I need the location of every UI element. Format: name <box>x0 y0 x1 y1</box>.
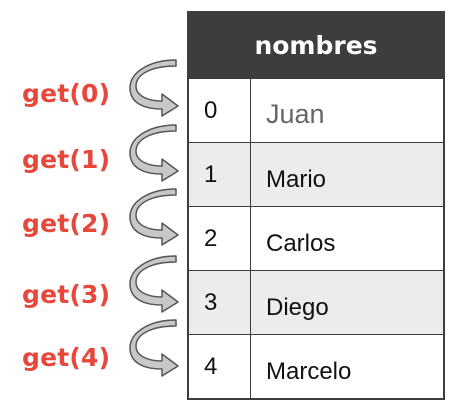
curved-arrow-icon <box>129 59 179 117</box>
get-call-label: get(1) <box>22 145 111 174</box>
row-value: Diego <box>266 294 329 321</box>
row-value: Marcelo <box>266 358 352 385</box>
get-call-label: get(2) <box>22 209 111 238</box>
row-index: 3 <box>189 271 251 334</box>
row-index: 0 <box>189 79 251 142</box>
row-value: Mario <box>266 166 327 193</box>
list-table: nombres 0 Juan 1 Mario 2 Carlos 3 Diego … <box>187 11 445 400</box>
curved-arrow-icon <box>129 188 179 246</box>
row-index: 2 <box>189 207 251 270</box>
curved-arrow-icon <box>129 255 179 313</box>
curved-arrow-icon <box>129 319 179 377</box>
table-row: 2 Carlos <box>189 206 443 270</box>
row-value: Juan <box>266 99 325 129</box>
table-row: 1 Mario <box>189 142 443 206</box>
row-index: 1 <box>189 143 251 206</box>
table-row: 0 Juan <box>189 78 443 142</box>
table-header: nombres <box>189 13 443 78</box>
get-call-label: get(0) <box>22 79 111 108</box>
header-label: nombres <box>254 31 378 60</box>
table-row: 4 Marcelo <box>189 334 443 398</box>
get-call-label: get(4) <box>22 343 111 372</box>
row-index: 4 <box>189 335 251 398</box>
table-row: 3 Diego <box>189 270 443 334</box>
curved-arrow-icon <box>129 124 179 182</box>
get-call-label: get(3) <box>22 280 111 309</box>
row-value: Carlos <box>266 230 336 257</box>
